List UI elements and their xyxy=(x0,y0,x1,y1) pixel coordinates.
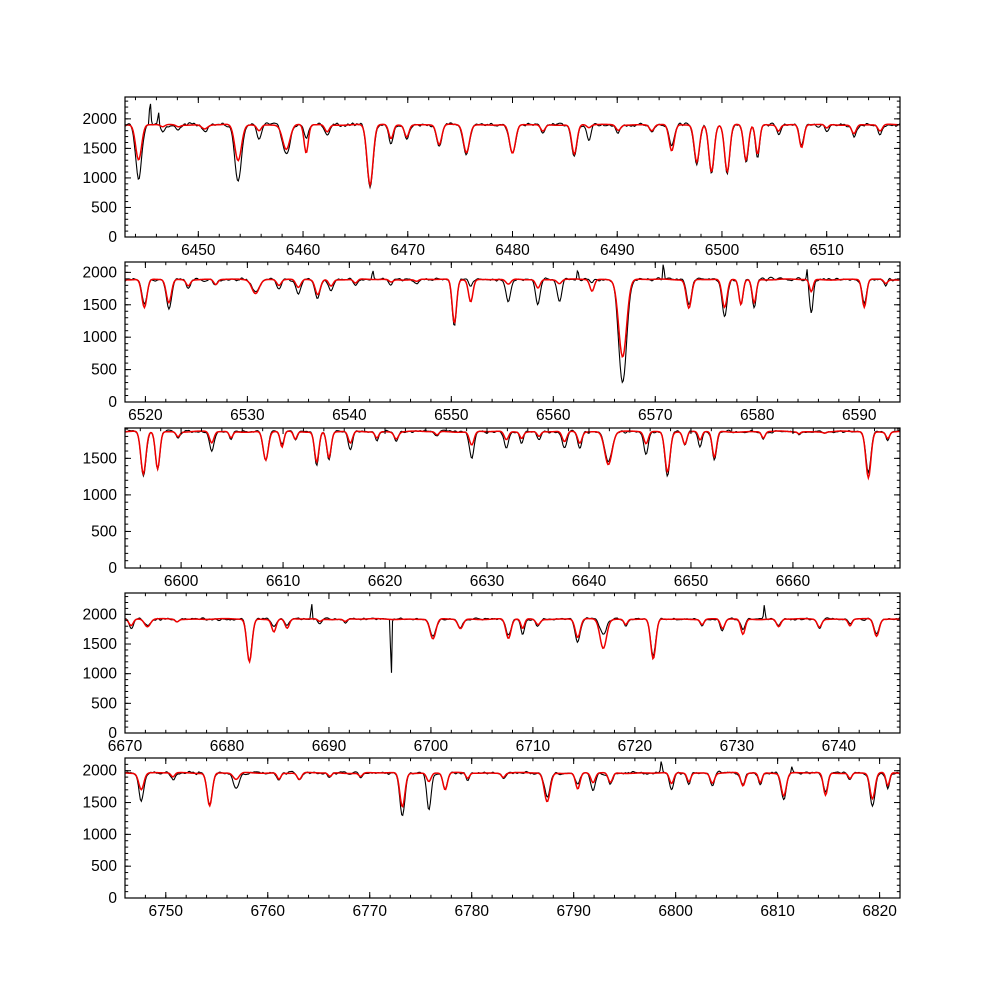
axes-frame xyxy=(124,427,901,569)
x-tick-label: 6780 xyxy=(454,903,489,920)
y-tick-label: 1000 xyxy=(83,826,118,843)
y-tick-label: 1500 xyxy=(83,297,118,314)
spectrum-panel-5-svg: 6750 6760 6770 6780 6790 6800 6810 6820 0 500 1000… xyxy=(83,757,901,920)
x-tick-label: 6620 xyxy=(368,573,403,590)
x-tick-label: 6500 xyxy=(705,242,740,259)
x-tick-label: 6770 xyxy=(352,903,387,920)
y-tick-label: 500 xyxy=(91,858,117,875)
x-tick-label: 6550 xyxy=(434,407,469,424)
y-tick-label: 1500 xyxy=(83,450,118,467)
x-tick-label: 6750 xyxy=(149,903,184,920)
x-tick-label: 6580 xyxy=(740,407,775,424)
x-tick-label: 6540 xyxy=(332,407,367,424)
x-tick-label: 6640 xyxy=(572,573,607,590)
x-tick-label: 6720 xyxy=(618,738,653,755)
x-tick-label: 6670 xyxy=(108,738,143,755)
x-tick-label: 6630 xyxy=(470,573,505,590)
spectrum-panel-1-svg: 6450 6460 6470 6480 6490 6500 6510 0 500 1000 1500… xyxy=(83,96,901,259)
y-tick-label: 500 xyxy=(91,695,117,712)
x-tick-label: 6490 xyxy=(600,242,635,259)
y-tick-label: 0 xyxy=(108,890,117,907)
y-tick-label: 1000 xyxy=(83,170,118,187)
y-tick-label: 0 xyxy=(108,229,117,246)
x-tick-label: 6700 xyxy=(414,738,449,755)
spectrum-panel-4-svg: 6670 6680 6690 6700 6710 6720 6730 6740 0 500 1000… xyxy=(83,592,901,755)
x-tick-label: 6760 xyxy=(251,903,286,920)
y-tick-label: 500 xyxy=(91,523,117,540)
y-tick-label: 1000 xyxy=(83,666,118,683)
y-tick-label: 1000 xyxy=(83,329,118,346)
x-tick-label: 6800 xyxy=(658,903,693,920)
x-tick-label: 6730 xyxy=(720,738,755,755)
x-tick-label: 6790 xyxy=(556,903,591,920)
x-tick-label: 6460 xyxy=(286,242,321,259)
x-tick-label: 6690 xyxy=(312,738,347,755)
model-fit-line xyxy=(125,617,900,665)
x-tick-label: 6450 xyxy=(181,242,216,259)
x-tick-label: 6680 xyxy=(210,738,245,755)
y-tick-label: 1500 xyxy=(83,140,118,157)
spectrum-panel-1: 6450 6460 6470 6480 6490 6500 6510 0 500 1000 1500… xyxy=(0,85,1000,270)
y-tick-label: 2000 xyxy=(83,763,118,780)
spectrum-panel-2: 6520 6530 6540 6550 6560 6570 6580 6590 0 500 1000… xyxy=(0,250,1000,435)
spectrum-panel-4: 6670 6680 6690 6700 6710 6720 6730 6740 0 500 1000… xyxy=(0,581,1000,766)
y-tick-label: 0 xyxy=(108,560,117,577)
observed-spectrum-line xyxy=(125,429,900,478)
model-fit-line xyxy=(125,278,900,359)
x-tick-label: 6810 xyxy=(760,903,795,920)
x-tick-label: 6590 xyxy=(842,407,877,424)
spectrum-panel-3: 6600 6610 6620 6630 6640 6650 6660 0 500 1000 1500 xyxy=(0,416,1000,601)
x-tick-label: 6470 xyxy=(391,242,426,259)
x-tick-label: 6530 xyxy=(230,407,265,424)
y-tick-label: 500 xyxy=(91,199,117,216)
x-tick-label: 6560 xyxy=(536,407,571,424)
y-tick-label: 0 xyxy=(108,394,117,411)
x-tick-label: 6610 xyxy=(266,573,301,590)
observed-spectrum-line xyxy=(125,264,900,384)
y-tick-label: 2000 xyxy=(83,264,118,281)
y-tick-label: 1500 xyxy=(83,636,118,653)
axes-frame xyxy=(124,757,901,899)
y-tick-label: 0 xyxy=(108,725,117,742)
x-tick-label: 6520 xyxy=(128,407,163,424)
x-tick-label: 6820 xyxy=(862,903,897,920)
spectrum-panel-5: 6750 6760 6770 6780 6790 6800 6810 6820 0 500 1000… xyxy=(0,746,1000,931)
y-tick-label: 1000 xyxy=(83,487,118,504)
y-tick-label: 2000 xyxy=(83,111,118,128)
y-tick-label: 1500 xyxy=(83,795,118,812)
spectrum-panel-2-svg: 6520 6530 6540 6550 6560 6570 6580 6590 0 500 1000… xyxy=(83,261,901,424)
y-tick-label: 2000 xyxy=(83,606,118,623)
observed-spectrum-line xyxy=(125,761,900,817)
x-tick-label: 6600 xyxy=(164,573,199,590)
observed-spectrum-line xyxy=(125,604,900,673)
model-fit-line xyxy=(125,771,900,808)
x-tick-label: 6570 xyxy=(638,407,673,424)
x-tick-label: 6510 xyxy=(809,242,844,259)
y-tick-label: 500 xyxy=(91,362,117,379)
x-tick-label: 6650 xyxy=(674,573,709,590)
spectrum-panel-3-svg: 6600 6610 6620 6630 6640 6650 6660 0 500 1000 1500 xyxy=(83,427,901,590)
x-tick-label: 6660 xyxy=(776,573,811,590)
model-fit-line xyxy=(125,430,900,481)
x-tick-label: 6740 xyxy=(822,738,857,755)
axes-frame xyxy=(124,592,901,734)
model-fit-line xyxy=(125,123,900,188)
x-tick-label: 6480 xyxy=(495,242,530,259)
x-tick-label: 6710 xyxy=(516,738,551,755)
axes-frame xyxy=(124,96,901,238)
